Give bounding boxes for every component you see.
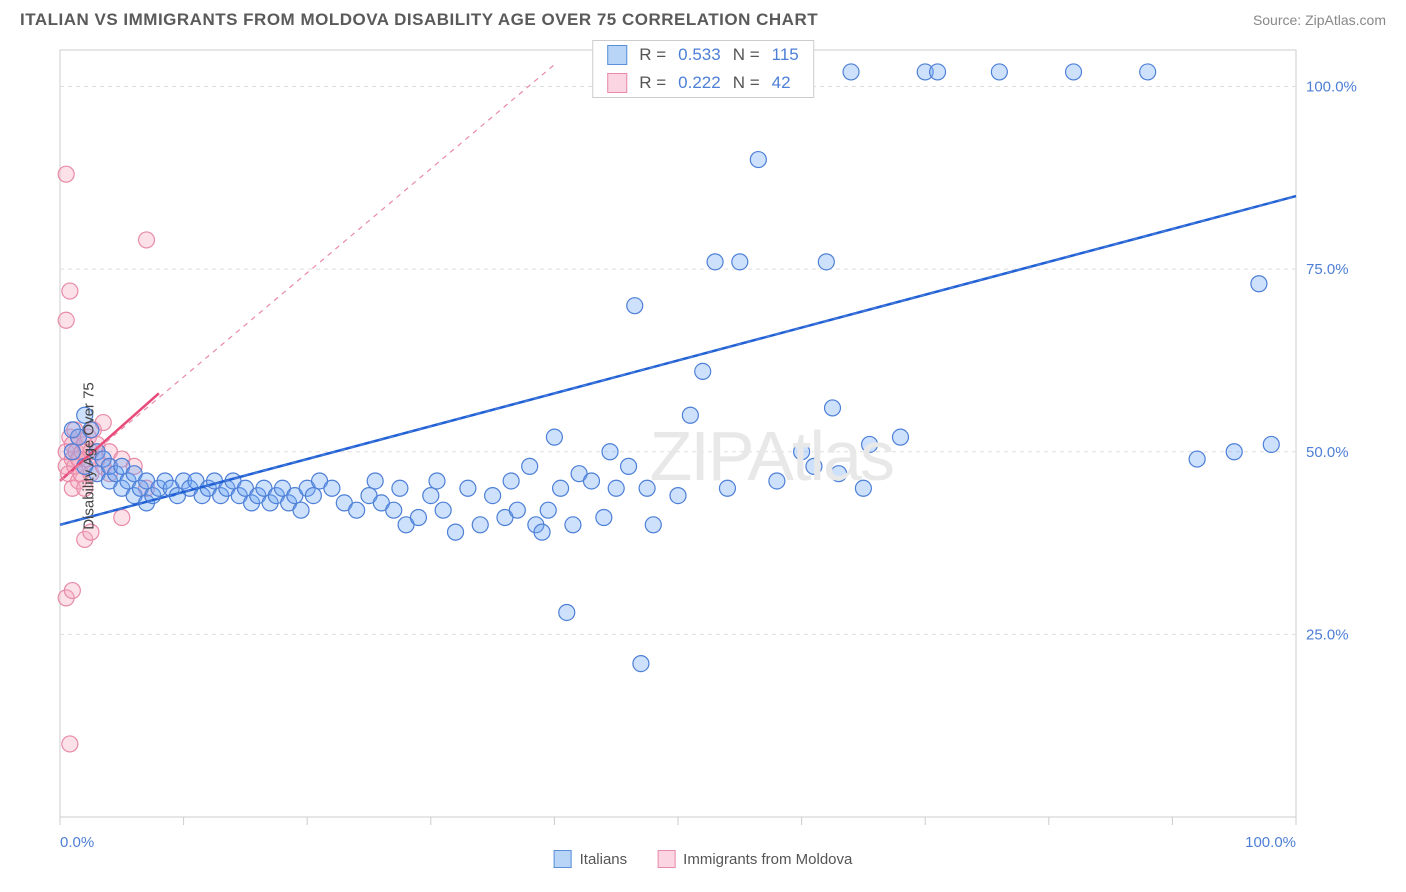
y-axis-label: Disability Age Over 75 [80,382,97,530]
stats-swatch-italians [607,45,627,65]
legend-item-moldova: Immigrants from Moldova [657,850,852,868]
bottom-legend: Italians Immigrants from Moldova [554,850,853,868]
svg-text:100.0%: 100.0% [1245,834,1296,851]
n-value-italians: 115 [772,45,799,65]
legend-item-italians: Italians [554,850,628,868]
scatter-chart-svg: 25.0% 50.0% 75.0% 100.0% 0.0% 100.0% [20,40,1386,872]
chart-header: ITALIAN VS IMMIGRANTS FROM MOLDOVA DISAB… [0,0,1406,35]
svg-text:50.0%: 50.0% [1306,444,1349,461]
chart-source: Source: ZipAtlas.com [1253,12,1386,28]
legend-label-moldova: Immigrants from Moldova [683,851,852,868]
r-value-moldova: 0.222 [678,73,721,93]
legend-swatch-italians [554,850,572,868]
legend-swatch-moldova [657,850,675,868]
r-value-italians: 0.533 [678,45,721,65]
stats-row-italians: R = 0.533 N = 115 [593,41,813,69]
n-value-moldova: 42 [772,73,791,93]
stats-swatch-moldova [607,73,627,93]
chart-title: ITALIAN VS IMMIGRANTS FROM MOLDOVA DISAB… [20,10,818,30]
chart-area: Disability Age Over 75 ZIPAtlas 25.0%50.… [20,40,1386,872]
stats-row-moldova: R = 0.222 N = 42 [593,69,813,97]
svg-text:0.0%: 0.0% [60,834,94,851]
stats-legend-box: R = 0.533 N = 115 R = 0.222 N = 42 [592,40,814,98]
svg-text:100.0%: 100.0% [1306,79,1357,96]
svg-text:25.0%: 25.0% [1306,626,1349,643]
legend-label-italians: Italians [580,851,628,868]
svg-text:75.0%: 75.0% [1306,261,1349,278]
